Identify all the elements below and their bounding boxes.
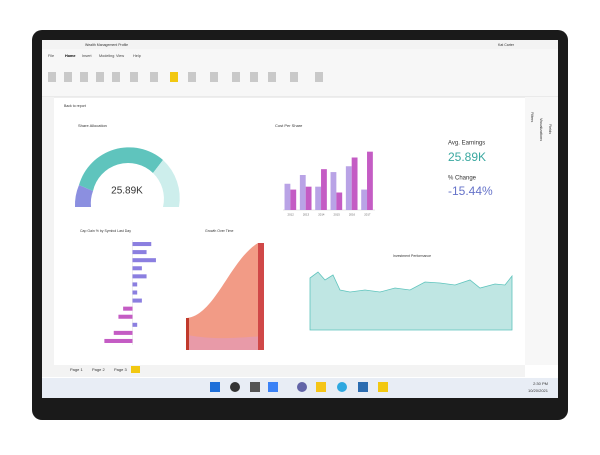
x-tick-label: 2013 <box>303 213 310 217</box>
growth-edge <box>186 318 189 350</box>
x-tick-label: 2017 <box>364 213 371 217</box>
x-tick-label: 2014 <box>318 213 325 217</box>
taskbar-icons <box>210 382 388 392</box>
pane-label[interactable]: Fields <box>548 124 552 134</box>
bar <box>123 306 133 311</box>
bar <box>132 242 152 247</box>
bar <box>104 338 133 343</box>
bar <box>351 157 358 210</box>
cost-title: Cost Per Share <box>275 123 303 128</box>
bar <box>132 298 142 303</box>
bar <box>299 175 306 210</box>
bar <box>290 189 297 210</box>
page-tab[interactable]: Page 1 <box>70 367 83 372</box>
ribbon-tab[interactable]: File <box>48 54 54 58</box>
avg-label: Avg. Earnings <box>448 141 485 147</box>
bar <box>132 266 142 271</box>
x-tick-label: 2016 <box>349 213 356 217</box>
page-tab[interactable]: Page 3 <box>114 367 127 372</box>
window-title: Wealth Management Profile <box>85 43 128 47</box>
bar <box>113 330 133 335</box>
bar <box>132 322 138 327</box>
bar <box>345 166 352 210</box>
capgain-chart <box>104 240 156 345</box>
bar <box>336 192 343 210</box>
ribbon <box>42 49 558 97</box>
ribbon-tab[interactable]: View <box>116 54 124 58</box>
x-tick-label: 2012 <box>288 213 295 217</box>
bar <box>118 314 133 319</box>
page-tabs: Page 1 Page 2 Page 3 <box>70 367 127 372</box>
gauge-title: Share Allocation <box>78 123 107 128</box>
pane-labels: Filters Visualizations Fields <box>530 112 552 141</box>
ribbon-tabs: File Home Insert Modeling View Help <box>48 54 141 58</box>
clock-date: 10/20/2021 <box>528 388 549 393</box>
pane-label[interactable]: Visualizations <box>539 118 543 141</box>
ribbon-tab[interactable]: Modeling <box>99 54 114 58</box>
bar <box>330 172 337 210</box>
left-nav <box>42 97 54 365</box>
bar <box>315 186 322 210</box>
bar <box>305 186 312 210</box>
investment-area <box>309 271 513 331</box>
add-page[interactable] <box>131 366 140 373</box>
bar <box>132 250 147 255</box>
growth-area <box>187 335 264 350</box>
gauge-segment <box>153 160 180 207</box>
clock-time: 2:30 PM <box>533 381 548 386</box>
gauge-segment <box>79 147 163 191</box>
back-button[interactable]: Back to report <box>64 104 86 108</box>
bar <box>132 290 138 295</box>
page-tab[interactable]: Page 2 <box>92 367 105 372</box>
bar <box>361 189 368 210</box>
investment-title: Investment Performance <box>393 254 431 258</box>
bar <box>367 151 373 210</box>
user-name: Kat Carter <box>498 43 515 47</box>
cost-chart: 2012 2013 2014 2015 2016 2017 <box>283 151 375 217</box>
ribbon-tab[interactable]: Home <box>65 54 76 58</box>
screen <box>42 40 558 398</box>
gauge-segment <box>74 185 93 207</box>
bar <box>132 274 147 279</box>
ribbon-tab[interactable]: Help <box>133 54 141 58</box>
bar <box>321 169 327 210</box>
title-bar <box>42 40 558 49</box>
growth-title: Growth Over Time <box>205 229 233 233</box>
pane-label[interactable]: Filters <box>530 112 534 122</box>
bar <box>132 258 156 263</box>
bar <box>132 282 138 287</box>
page-bar <box>42 365 525 377</box>
growth-area <box>187 243 264 350</box>
change-label: % Change <box>448 176 477 182</box>
change-value: -15.44% <box>448 184 493 198</box>
growth-edge <box>258 243 264 350</box>
avg-value: 25.89K <box>448 150 486 164</box>
ribbon-icons <box>48 72 323 82</box>
x-tick-label: 2015 <box>334 213 341 217</box>
capgain-title: Cap Gain % by Symbol Last Day <box>80 229 131 233</box>
right-panes <box>525 97 558 365</box>
bar <box>284 183 291 210</box>
gauge-value: 25.89K <box>111 186 143 197</box>
ribbon-tab[interactable]: Insert <box>82 54 92 58</box>
